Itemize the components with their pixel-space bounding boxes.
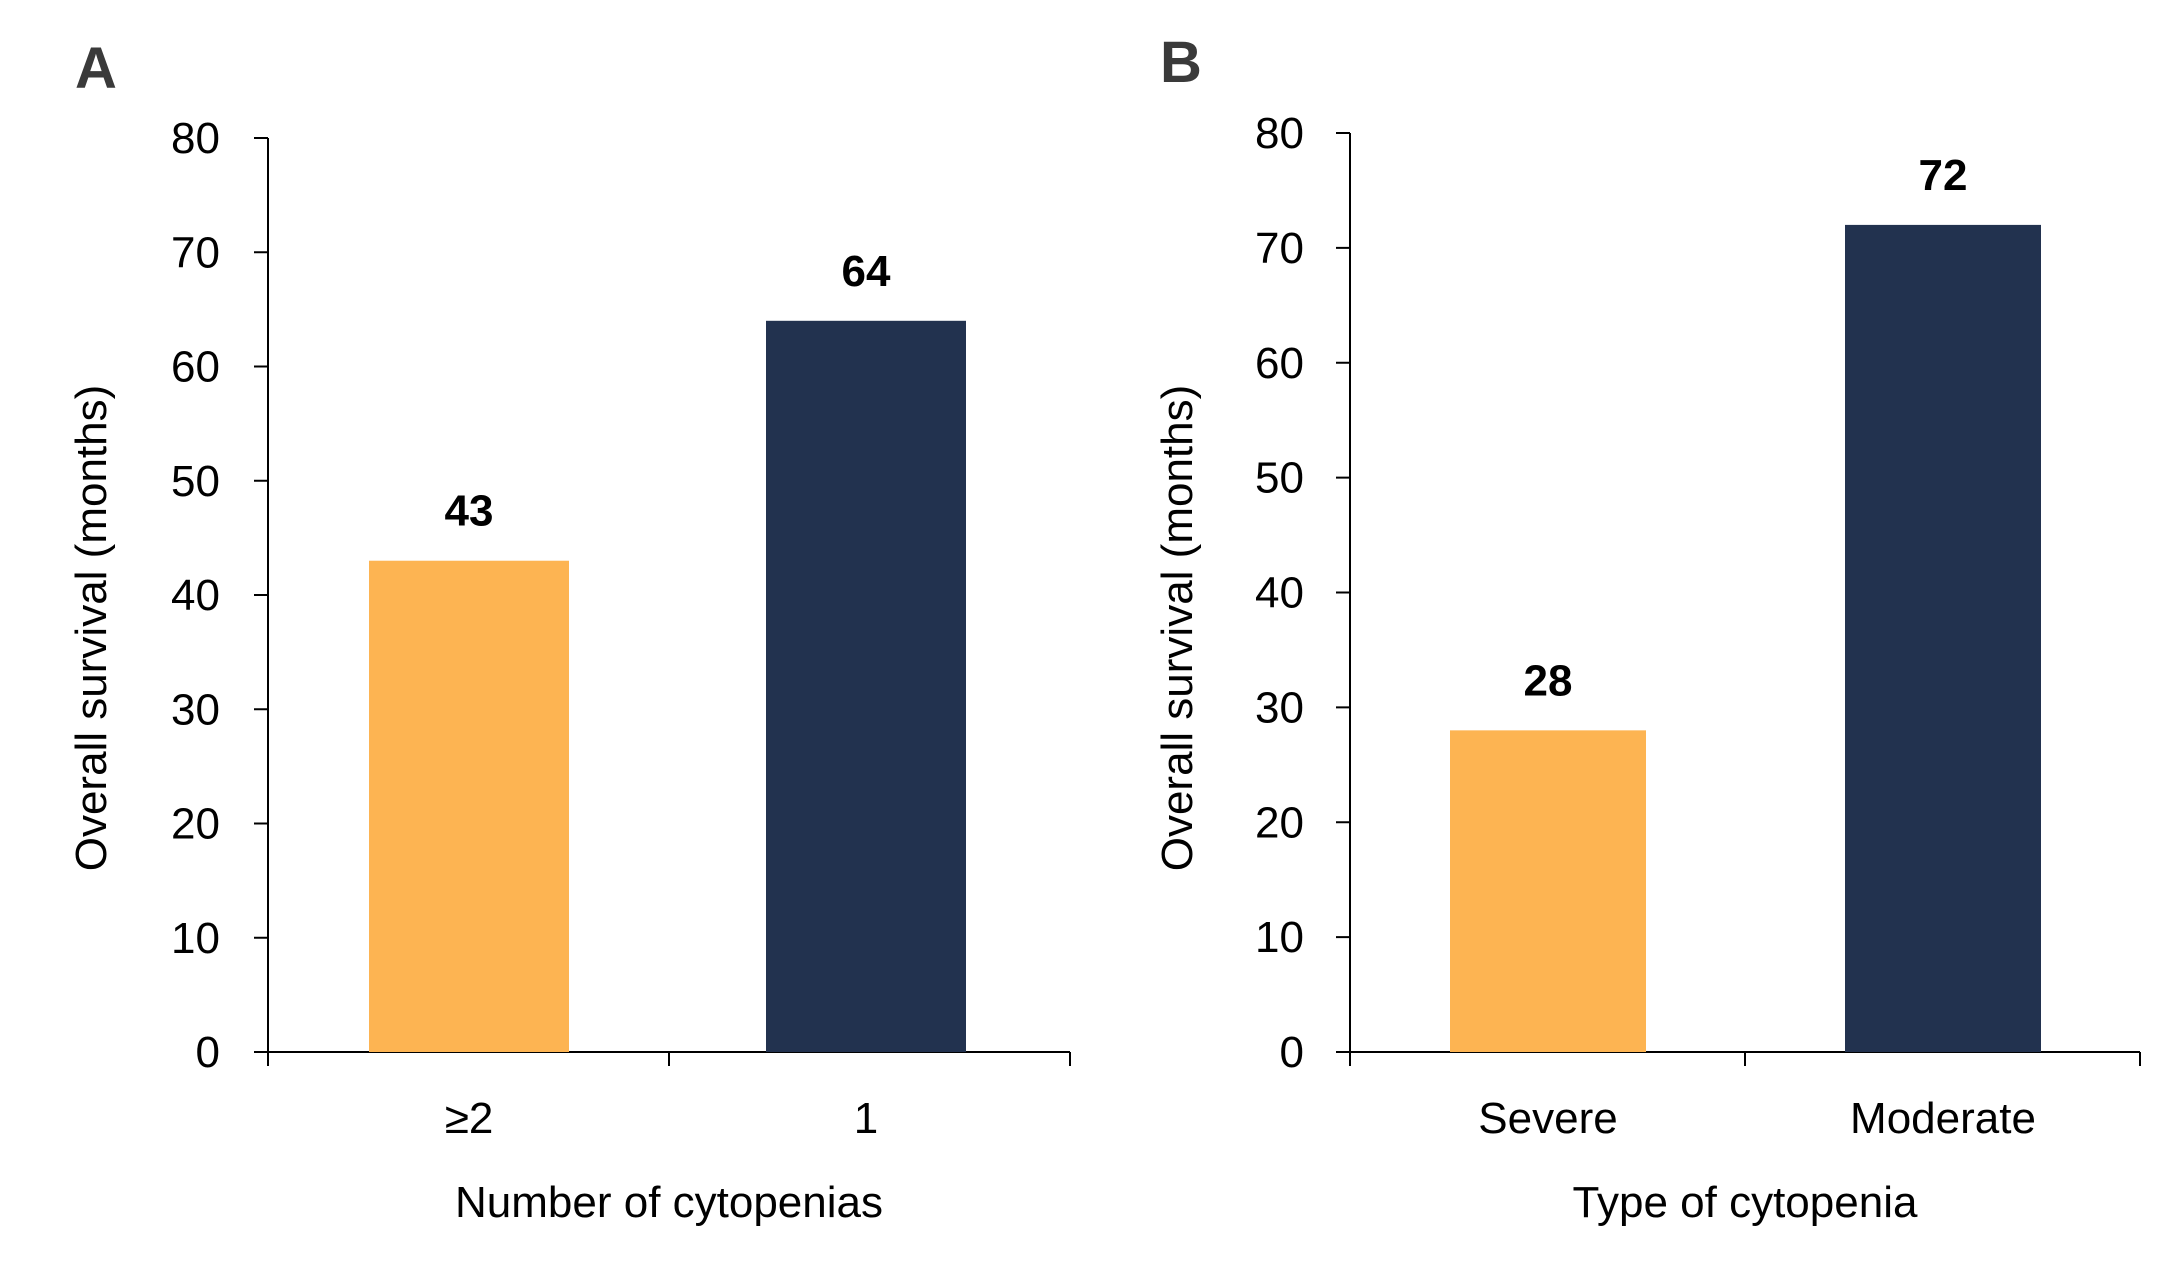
- panel-label: A: [75, 36, 117, 101]
- y-tick-label: 10: [171, 914, 220, 963]
- y-tick-label: 40: [171, 571, 220, 620]
- data-label: 43: [445, 487, 494, 536]
- y-tick-label: 50: [1255, 454, 1304, 503]
- panel-label: B: [1160, 30, 1202, 95]
- category-label: Severe: [1478, 1094, 1617, 1143]
- bar-1: [369, 560, 569, 1052]
- y-tick-label: 0: [196, 1028, 220, 1077]
- y-tick-label: 30: [1255, 683, 1304, 732]
- data-label: 28: [1524, 656, 1573, 705]
- y-tick-label: 10: [1255, 913, 1304, 962]
- bar-1: [1450, 730, 1646, 1052]
- y-tick-label: 40: [1255, 569, 1304, 618]
- y-tick-label: 60: [1255, 339, 1304, 388]
- y-tick-label: 30: [171, 685, 220, 734]
- x-axis-title: Number of cytopenias: [455, 1178, 883, 1227]
- panel-b: B 0 10 20 30 40 50 60 70 80 28 Severe 72 Moderate Typ…: [1153, 30, 2141, 1227]
- y-tick-label: 50: [171, 457, 220, 506]
- y-axis-title: Overall survival (months): [67, 385, 116, 872]
- y-tick-label: 60: [171, 343, 220, 392]
- y-tick-label: 0: [1280, 1028, 1304, 1077]
- y-tick-label: 20: [171, 800, 220, 849]
- bar-2: [1845, 224, 2041, 1052]
- category-label: 1: [854, 1094, 878, 1143]
- y-axis-title: Overall survival (months): [1153, 385, 1202, 872]
- y-tick-label: 80: [1255, 109, 1304, 158]
- data-label: 72: [1919, 151, 1968, 200]
- y-tick-label: 70: [171, 228, 220, 277]
- category-label: ≥2: [445, 1094, 494, 1143]
- y-tick-label: 70: [1255, 224, 1304, 273]
- data-label: 64: [842, 247, 891, 296]
- category-label: Moderate: [1850, 1094, 2036, 1143]
- y-tick-label: 20: [1255, 798, 1304, 847]
- panel-a: A 0 10 20 30 40 50 60 70 80 43 ≥2 64 1 Number of cyto…: [67, 36, 1071, 1227]
- bar-2: [766, 320, 966, 1052]
- y-tick-label: 80: [171, 114, 220, 163]
- x-axis-title: Type of cytopenia: [1573, 1178, 1918, 1227]
